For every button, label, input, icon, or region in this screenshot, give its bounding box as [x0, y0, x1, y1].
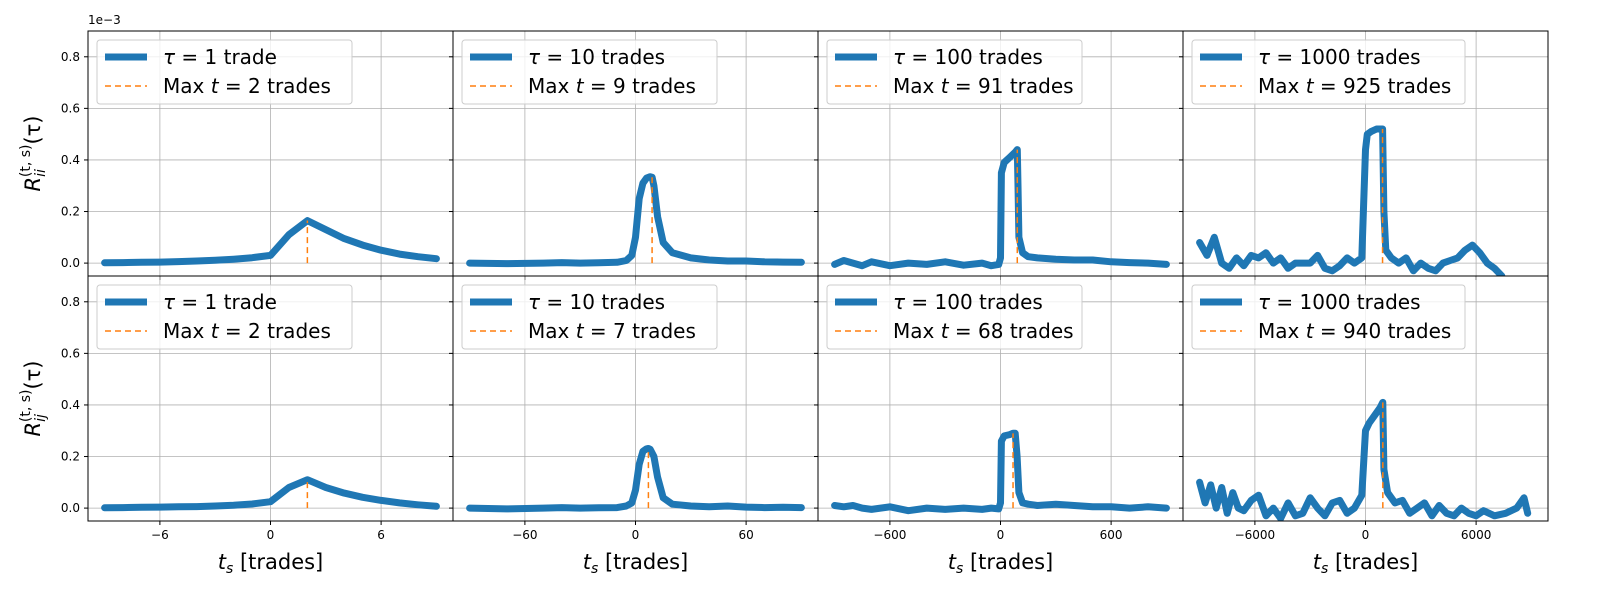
y-tick-label: 0.8 [61, 50, 80, 64]
legend: τ = 1 trade Max t = 2 trades [96, 39, 353, 105]
legend-box [1191, 39, 1466, 105]
x-tick-label: −6 [151, 528, 169, 542]
y-scale-exponent: 1e−3 [88, 13, 121, 27]
plot-area [1196, 125, 1506, 276]
plot-area [1196, 398, 1532, 521]
panel-top-3: τ = 1000 trades Max t = 925 trades [1179, 30, 1549, 280]
y-axis-label-top: Rii(t, s)(τ) [18, 115, 49, 191]
x-tick-label: 600 [1100, 528, 1123, 542]
y-tick-label: 0.4 [61, 398, 80, 412]
legend-label-series: τ = 10 trades [528, 45, 665, 69]
x-tick-label: 6 [377, 528, 385, 542]
x-tick-label: −6000 [1235, 528, 1276, 542]
legend-label-series: τ = 1000 trades [1258, 45, 1421, 69]
y-tick-label: 0.0 [61, 501, 80, 515]
y-tick-label: 0.4 [61, 153, 80, 167]
panel-top-0: 0.0 0.2 0.4 0.6 0.8 τ = 1 trade Max t = 2 trad… [61, 30, 454, 280]
panel-top-2: τ = 100 trades Max t = 91 trades [814, 30, 1184, 280]
panel-bottom-1: −60 0 60 τ = 10 trades Max t = 7 trades ts [t… [449, 275, 819, 577]
panel-top-1: τ = 10 trades Max t = 9 trades [449, 30, 819, 280]
legend-label-max: Max t = 925 trades [1258, 74, 1451, 98]
x-tick-label: 0 [267, 528, 275, 542]
grid [88, 276, 453, 521]
x-tick-label: 0 [997, 528, 1005, 542]
legend-label-series: τ = 10 trades [528, 290, 665, 314]
legend-label-series: τ = 1000 trades [1258, 290, 1421, 314]
series-line [466, 173, 805, 268]
legend: τ = 10 trades Max t = 9 trades [461, 39, 718, 105]
y-axis-labels: Rii(t, s)(τ) Rij(t, s)(τ) [18, 115, 49, 436]
legend-label-series: τ = 1 trade [163, 45, 277, 69]
y-tick-label: 0.2 [61, 205, 80, 219]
plot-area [466, 445, 805, 513]
plot-area [831, 146, 1170, 270]
legend-label-max: Max t = 91 trades [893, 74, 1074, 98]
series-line [1196, 125, 1506, 276]
legend: τ = 1 trade Max t = 2 trades [96, 284, 353, 350]
panel-bottom-0: −6 0 6 0.0 0.2 0.4 0.6 0.8 τ = 1 trade Max t = 2 … [61, 275, 454, 577]
plot-area [101, 476, 440, 512]
legend-box [96, 39, 353, 105]
panel-bottom-3: −6000 0 6000 τ = 1000 trades Max t = 940 tra… [1179, 275, 1549, 577]
series-line [101, 476, 440, 512]
legend: τ = 100 trades Max t = 91 trades [826, 39, 1083, 105]
x-axis-label: ts [trades] [948, 550, 1054, 577]
series-line [831, 429, 1170, 515]
x-tick-label: −600 [873, 528, 906, 542]
panel-bottom-2: −600 0 600 τ = 100 trades Max t = 68 trades t… [814, 275, 1184, 577]
series-line [831, 146, 1170, 270]
y-tick-label: 0.0 [61, 256, 80, 270]
x-axis-label: ts [trades] [1313, 550, 1419, 577]
y-tick-label: 0.6 [61, 346, 80, 360]
x-axis-label: ts [trades] [218, 550, 324, 577]
x-tick-label: 60 [738, 528, 753, 542]
legend-label-max: Max t = 2 trades [163, 319, 331, 343]
series-line [101, 217, 440, 267]
legend-label-series: τ = 100 trades [893, 45, 1043, 69]
plot-area [101, 217, 440, 267]
legend-box [826, 39, 1083, 105]
x-axis-label: ts [trades] [583, 550, 689, 577]
y-tick-label: 0.2 [61, 450, 80, 464]
panel-frame [1182, 275, 1549, 522]
legend: τ = 1000 trades Max t = 940 trades [1191, 284, 1466, 350]
legend-label-max: Max t = 2 trades [163, 74, 331, 98]
legend-box [1191, 284, 1466, 350]
legend: τ = 100 trades Max t = 68 trades [826, 284, 1083, 350]
legend-label-max: Max t = 940 trades [1258, 319, 1451, 343]
y-tick-label: 0.8 [61, 295, 80, 309]
plot-area [831, 429, 1170, 515]
legend-label-series: τ = 100 trades [893, 290, 1043, 314]
legend-label-max: Max t = 9 trades [528, 74, 696, 98]
series-line [466, 445, 805, 513]
legend-box [461, 284, 718, 350]
series-line [1196, 398, 1532, 521]
legend: τ = 10 trades Max t = 7 trades [461, 284, 718, 350]
legend-label-max: Max t = 68 trades [893, 319, 1074, 343]
x-tick-label: 0 [632, 528, 640, 542]
legend: τ = 1000 trades Max t = 925 trades [1191, 39, 1466, 105]
y-axis-label-bottom: Rij(t, s)(τ) [18, 360, 49, 436]
legend-label-series: τ = 1 trade [163, 290, 277, 314]
panels-group: 0.0 0.2 0.4 0.6 0.8 τ = 1 trade Max t = 2 trad… [61, 30, 1549, 577]
plot-area [466, 173, 805, 268]
legend-box [461, 39, 718, 105]
x-tick-label: −60 [512, 528, 537, 542]
legend-box [96, 284, 353, 350]
legend-box [826, 284, 1083, 350]
x-tick-label: 6000 [1461, 528, 1492, 542]
legend-label-max: Max t = 7 trades [528, 319, 696, 343]
x-tick-label: 0 [1362, 528, 1370, 542]
y-tick-label: 0.6 [61, 101, 80, 115]
